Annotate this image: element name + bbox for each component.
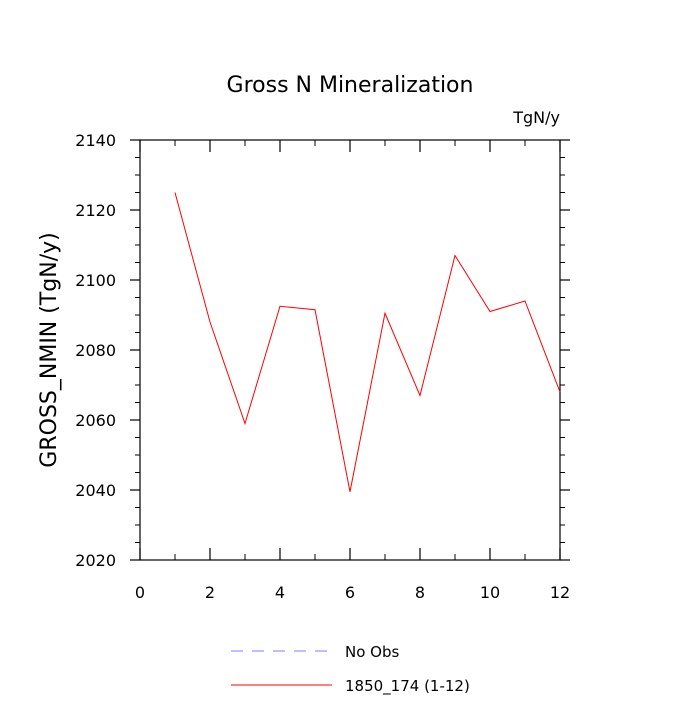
axes: 0 2 4 6 8 10 12 2020 2040 2060 2080 2100 2120 2140: [75, 131, 570, 602]
y-tick-label: 2040: [75, 481, 116, 500]
legend-label: No Obs: [345, 643, 399, 661]
x-tick-label: 10: [480, 583, 500, 602]
x-tick-label: 8: [415, 583, 425, 602]
x-tick-label: 6: [345, 583, 355, 602]
y-axis-label: GROSS_NMIN (TgN/y): [37, 232, 62, 467]
series-line: [175, 193, 560, 492]
units-label: TgN/y: [512, 108, 560, 127]
y-tick-label: 2100: [75, 271, 116, 290]
x-tick-label: 12: [550, 583, 570, 602]
y-tick-label: 2020: [75, 551, 116, 570]
y-tick-label: 2120: [75, 201, 116, 220]
y-tick-label: 2060: [75, 411, 116, 430]
legend-label: 1850_174 (1-12): [345, 677, 470, 696]
chart-title: Gross N Mineralization: [227, 73, 474, 98]
series-layer: [175, 192, 560, 491]
x-tick-label: 0: [135, 583, 145, 602]
legend: No Obs 1850_174 (1-12): [231, 643, 470, 696]
y-tick-label: 2080: [75, 341, 116, 360]
y-tick-label: 2140: [75, 131, 116, 150]
x-tick-label: 4: [275, 583, 285, 602]
plot-frame: [140, 140, 560, 560]
x-tick-label: 2: [205, 583, 215, 602]
